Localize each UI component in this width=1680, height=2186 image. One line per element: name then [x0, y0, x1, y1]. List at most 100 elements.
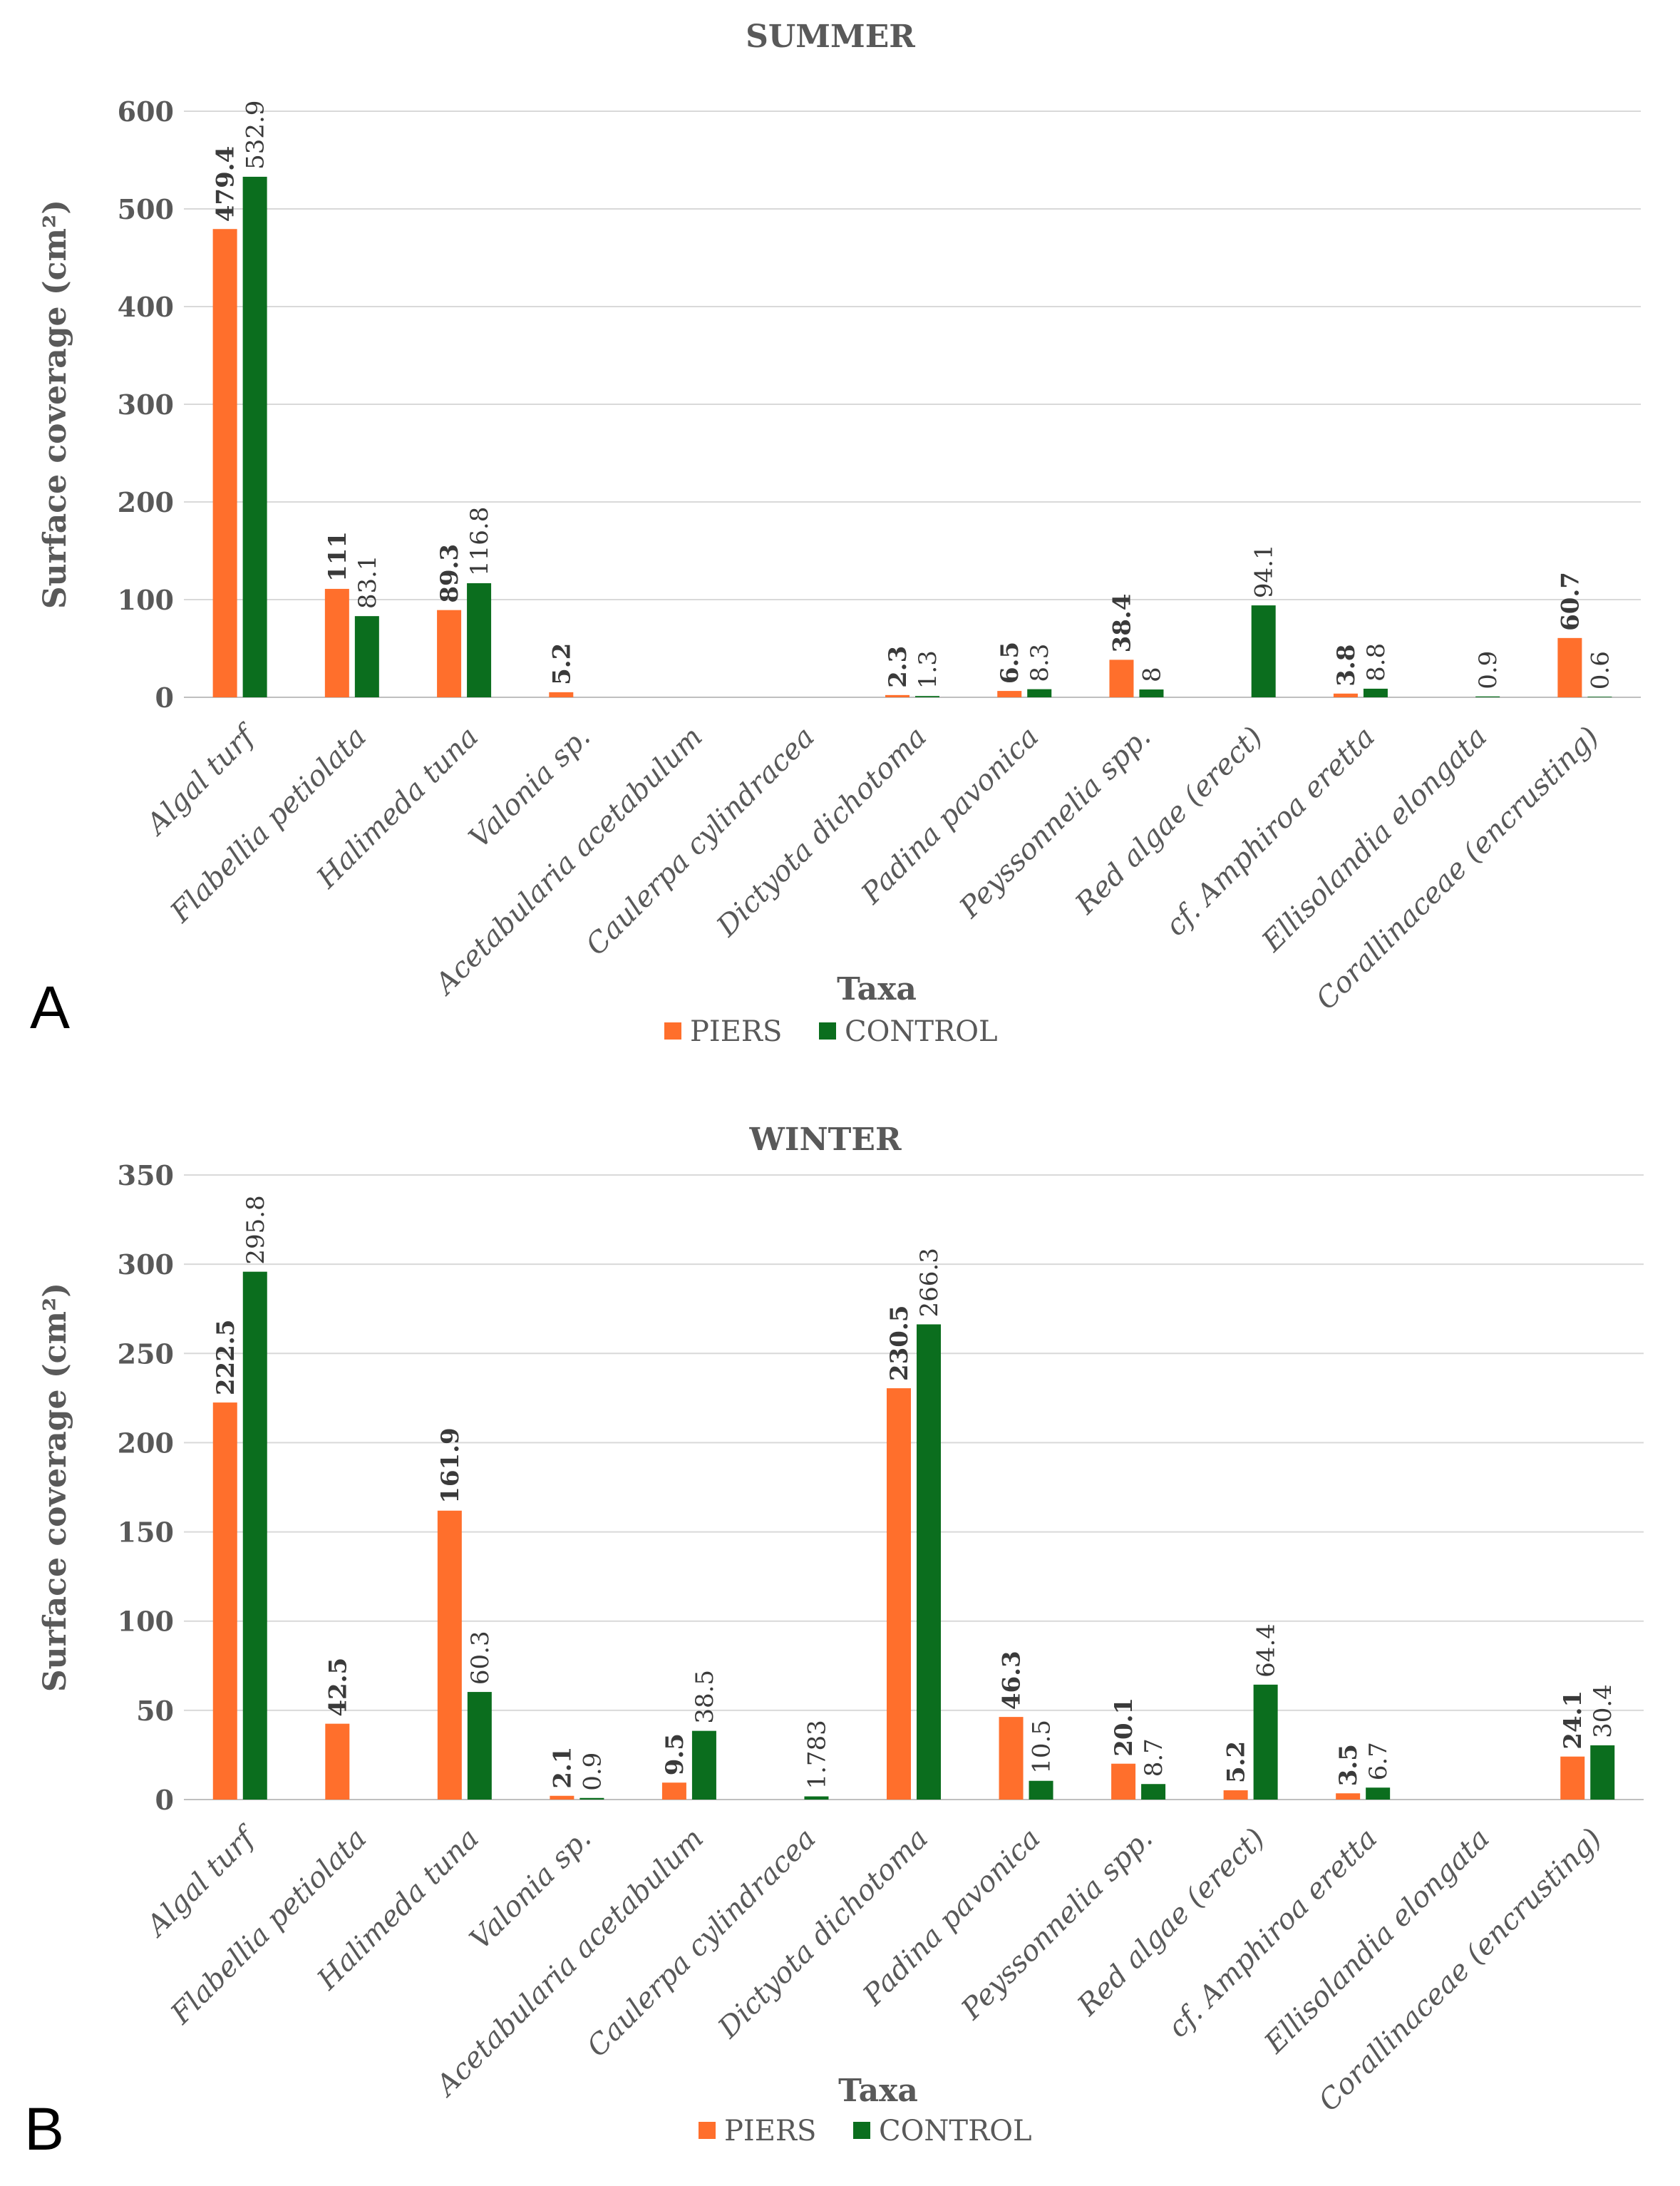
legend-swatch-control	[819, 1022, 836, 1040]
bar-control	[1590, 1745, 1615, 1800]
data-label: 0.9	[578, 1753, 607, 1791]
bar-piers	[1560, 1756, 1585, 1800]
data-label: 46.3	[998, 1651, 1026, 1710]
bar-control	[467, 1692, 492, 1800]
bar-control	[1366, 1787, 1391, 1800]
y-tick-label: 0	[155, 682, 174, 714]
y-tick-label: 300	[118, 389, 174, 421]
bar-piers	[999, 1717, 1024, 1800]
y-tick-label: 150	[118, 1517, 174, 1549]
panel-b: WINTER 0 50 100 150 200 250 300 350 Surface cover…	[0, 1093, 1680, 2186]
chart-title: SUMMER	[746, 19, 915, 55]
bar-piers	[550, 1795, 574, 1800]
category-label: Flabellia petiolata	[164, 721, 373, 930]
y-tick-label: 100	[118, 584, 174, 616]
y-tick-label: 400	[118, 291, 174, 323]
category-label: Ellisolandia elongata	[1255, 721, 1493, 959]
data-label: 8.8	[1362, 643, 1391, 682]
bar-control	[691, 1730, 716, 1800]
y-tick-label: 50	[136, 1695, 174, 1727]
bar-control	[242, 176, 267, 697]
bar-piers	[1333, 693, 1358, 697]
data-label: 1.3	[914, 650, 942, 689]
bar-control	[1251, 605, 1276, 697]
bar-piers	[549, 692, 574, 697]
bar-piers	[325, 1723, 350, 1800]
data-label: 230.5	[885, 1305, 914, 1381]
category-label: Red algae (erect)	[1069, 721, 1269, 921]
bar-piers	[887, 1388, 911, 1800]
bar-piers	[661, 1782, 686, 1800]
data-label: 30.4	[1589, 1684, 1617, 1738]
y-tick-label: 0	[155, 1784, 174, 1816]
y-axis-label: Surface coverage (cm²)	[37, 1283, 73, 1692]
bar-piers	[1223, 1790, 1248, 1800]
data-label: 222.5	[212, 1320, 240, 1395]
data-label: 479.4	[212, 146, 240, 222]
panel-letter-b: B	[24, 2095, 65, 2162]
data-label: 2.1	[548, 1747, 577, 1789]
panel-a: SUMMER 0 100 200 300 400 500 600 Surface coverag…	[30, 19, 1641, 1048]
category-label: cf. Amphiroa eretta	[1162, 1822, 1383, 2044]
bar-piers	[437, 610, 462, 697]
y-tick-label: 350	[118, 1159, 174, 1191]
category-label: Dictyota dichotoma	[710, 721, 933, 944]
data-label: 532.9	[242, 101, 270, 170]
category-label: Caulerpa cylindracea	[581, 1822, 823, 2064]
data-label: 89.3	[436, 544, 464, 603]
data-label: 8	[1138, 667, 1166, 682]
legend-label-control: CONTROL	[879, 2115, 1032, 2147]
data-label: 6.5	[996, 642, 1024, 684]
data-label: 83.1	[354, 555, 382, 609]
y-tick-label: 100	[118, 1606, 174, 1638]
data-label: 60.7	[1556, 572, 1584, 631]
bar-control	[1139, 689, 1164, 697]
data-label: 161.9	[436, 1427, 465, 1503]
bar-piers	[885, 694, 909, 697]
data-label: 6.7	[1364, 1742, 1393, 1780]
data-label: 2.3	[884, 646, 912, 688]
data-label: 60.3	[466, 1631, 495, 1685]
y-tick-label: 250	[118, 1338, 174, 1370]
legend-label-piers: PIERS	[690, 1015, 782, 1048]
data-label: 24.1	[1559, 1690, 1587, 1750]
y-tick-label: 200	[118, 486, 174, 518]
bar-control	[579, 1797, 604, 1800]
data-label: 3.5	[1334, 1744, 1363, 1786]
bar-control	[917, 1324, 941, 1800]
category-label: Algal turf	[138, 717, 264, 843]
category-label: cf. Amphiroa eretta	[1160, 721, 1381, 943]
y-tick-label: 600	[118, 96, 174, 128]
data-label: 3.8	[1332, 645, 1361, 687]
bar-piers	[997, 691, 1022, 697]
category-label: Algal turf	[138, 1819, 264, 1944]
legend-swatch-control	[853, 2122, 870, 2139]
panel-letter-a: A	[30, 974, 71, 1041]
data-label: 8.7	[1140, 1738, 1168, 1777]
data-label: 8.3	[1026, 644, 1054, 682]
bar-control	[467, 583, 492, 697]
category-label: Ellisolandia elongata	[1258, 1822, 1496, 2061]
legend-swatch-piers	[699, 2122, 716, 2139]
data-label: 5.2	[1222, 1741, 1251, 1783]
data-label: 9.5	[661, 1733, 689, 1775]
legend-swatch-piers	[664, 1022, 681, 1040]
legend-label-control: CONTROL	[845, 1015, 998, 1048]
x-axis-label: Taxa	[838, 2073, 918, 2109]
data-label: 116.8	[465, 507, 494, 576]
bar-piers	[324, 588, 349, 697]
category-label: Flabellia petiolata	[164, 1822, 373, 2031]
x-axis-label: Taxa	[837, 971, 917, 1007]
data-label: 0.6	[1586, 651, 1614, 689]
data-label: 10.5	[1028, 1720, 1056, 1774]
bar-piers	[437, 1510, 462, 1800]
bar-control	[1141, 1784, 1166, 1800]
y-axis-label: Surface coverage (cm²)	[37, 200, 73, 609]
bar-piers	[1111, 1763, 1136, 1800]
bar-control	[1027, 689, 1052, 697]
bar-control	[242, 1271, 267, 1800]
category-label: Caulerpa cylindracea	[579, 721, 821, 963]
y-tick-label: 200	[118, 1427, 174, 1459]
chart-title: WINTER	[748, 1122, 901, 1158]
bar-control	[1363, 688, 1388, 697]
